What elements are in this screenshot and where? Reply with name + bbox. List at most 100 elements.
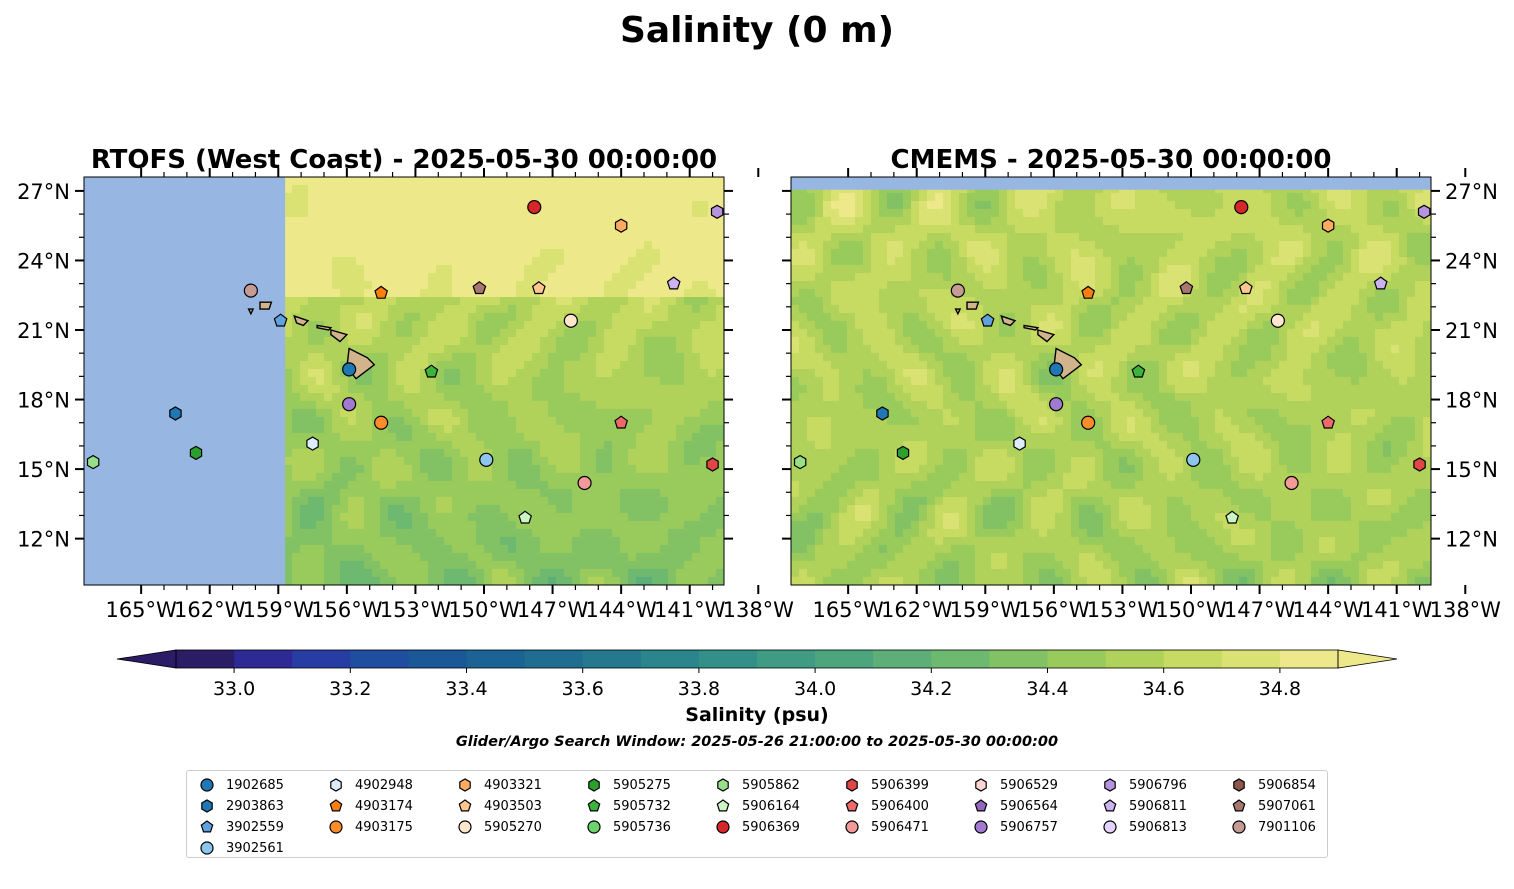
- salinity-cell: [452, 433, 460, 441]
- salinity-cell: [1255, 193, 1263, 201]
- salinity-cell: [524, 217, 532, 225]
- salinity-cell: [364, 417, 372, 425]
- salinity-cell: [508, 401, 516, 409]
- salinity-cell: [324, 545, 332, 553]
- salinity-cell: [636, 449, 644, 457]
- salinity-cell: [1247, 225, 1255, 233]
- salinity-cell: [652, 401, 660, 409]
- salinity-cell: [380, 473, 388, 481]
- salinity-cell: [1183, 233, 1191, 241]
- salinity-cell: [444, 265, 452, 273]
- salinity-cell: [332, 513, 340, 521]
- salinity-cell: [1095, 233, 1103, 241]
- salinity-cell: [492, 465, 500, 473]
- salinity-cell: [999, 193, 1007, 201]
- salinity-cell: [588, 489, 596, 497]
- salinity-cell: [556, 249, 564, 257]
- salinity-cell: [524, 553, 532, 561]
- salinity-cell: [364, 225, 372, 233]
- salinity-cell: [548, 497, 556, 505]
- salinity-cell: [348, 249, 356, 257]
- salinity-cell: [636, 441, 644, 449]
- salinity-cell: [532, 537, 540, 545]
- y-tick-label: 15°N: [17, 458, 70, 482]
- salinity-cell: [652, 281, 660, 289]
- salinity-cell: [903, 233, 911, 241]
- salinity-cell: [564, 361, 572, 369]
- salinity-cell: [863, 241, 871, 249]
- salinity-cell: [652, 313, 660, 321]
- salinity-cell: [684, 489, 692, 497]
- salinity-cell: [708, 265, 716, 273]
- salinity-cell: [644, 561, 652, 569]
- salinity-cell: [436, 201, 444, 209]
- salinity-cell: [564, 249, 572, 257]
- salinity-cell: [660, 433, 668, 441]
- salinity-cell: [676, 553, 684, 561]
- salinity-cell: [516, 417, 524, 425]
- salinity-cell: [428, 553, 436, 561]
- x-tick-label: 141°W: [654, 598, 726, 622]
- salinity-cell: [540, 433, 548, 441]
- salinity-cell: [700, 369, 708, 377]
- salinity-cell: [1231, 225, 1239, 233]
- salinity-cell: [388, 313, 396, 321]
- salinity-cell: [460, 569, 468, 577]
- salinity-cell: [959, 209, 967, 217]
- salinity-cell: [364, 473, 372, 481]
- salinity-cell: [1103, 249, 1111, 257]
- salinity-cell: [799, 225, 807, 233]
- salinity-cell: [412, 441, 420, 449]
- salinity-cell: [684, 281, 692, 289]
- salinity-cell: [652, 377, 660, 385]
- salinity-cell: [556, 305, 564, 313]
- salinity-cell: [332, 305, 340, 313]
- salinity-cell: [1239, 225, 1247, 233]
- salinity-cell: [524, 393, 532, 401]
- salinity-cell: [572, 409, 580, 417]
- salinity-cell: [364, 297, 372, 305]
- salinity-cell: [404, 449, 412, 457]
- salinity-cell: [540, 329, 548, 337]
- salinity-cell: [500, 201, 508, 209]
- salinity-cell: [604, 489, 612, 497]
- salinity-cell: [492, 401, 500, 409]
- salinity-cell: [340, 433, 348, 441]
- salinity-cell: [1151, 209, 1159, 217]
- salinity-cell: [604, 481, 612, 489]
- salinity-cell: [412, 233, 420, 241]
- salinity-cell: [412, 425, 420, 433]
- salinity-cell: [436, 401, 444, 409]
- salinity-cell: [372, 353, 380, 361]
- salinity-cell: [404, 561, 412, 569]
- salinity-cell: [548, 209, 556, 217]
- salinity-cell: [292, 281, 300, 289]
- salinity-cell: [831, 209, 839, 217]
- salinity-cell: [1095, 193, 1103, 201]
- salinity-cell: [716, 561, 724, 569]
- salinity-cell: [1215, 233, 1223, 241]
- salinity-cell: [1367, 209, 1375, 217]
- salinity-cell: [1007, 209, 1015, 217]
- salinity-cell: [596, 449, 604, 457]
- salinity-cell: [620, 521, 628, 529]
- salinity-cell: [420, 241, 428, 249]
- salinity-cell: [620, 297, 628, 305]
- salinity-cell: [444, 577, 452, 585]
- salinity-cell: [380, 281, 388, 289]
- salinity-cell: [1071, 233, 1079, 241]
- salinity-cell: [1127, 233, 1135, 241]
- salinity-cell: [324, 537, 332, 545]
- salinity-cell: [452, 553, 460, 561]
- salinity-cell: [484, 273, 492, 281]
- salinity-cell: [316, 457, 324, 465]
- salinity-cell: [1223, 241, 1231, 249]
- salinity-cell: [692, 345, 700, 353]
- salinity-cell: [324, 401, 332, 409]
- salinity-cell: [572, 449, 580, 457]
- salinity-cell: [436, 473, 444, 481]
- salinity-cell: [1239, 217, 1247, 225]
- salinity-cell: [548, 409, 556, 417]
- salinity-cell: [652, 241, 660, 249]
- salinity-cell: [308, 513, 316, 521]
